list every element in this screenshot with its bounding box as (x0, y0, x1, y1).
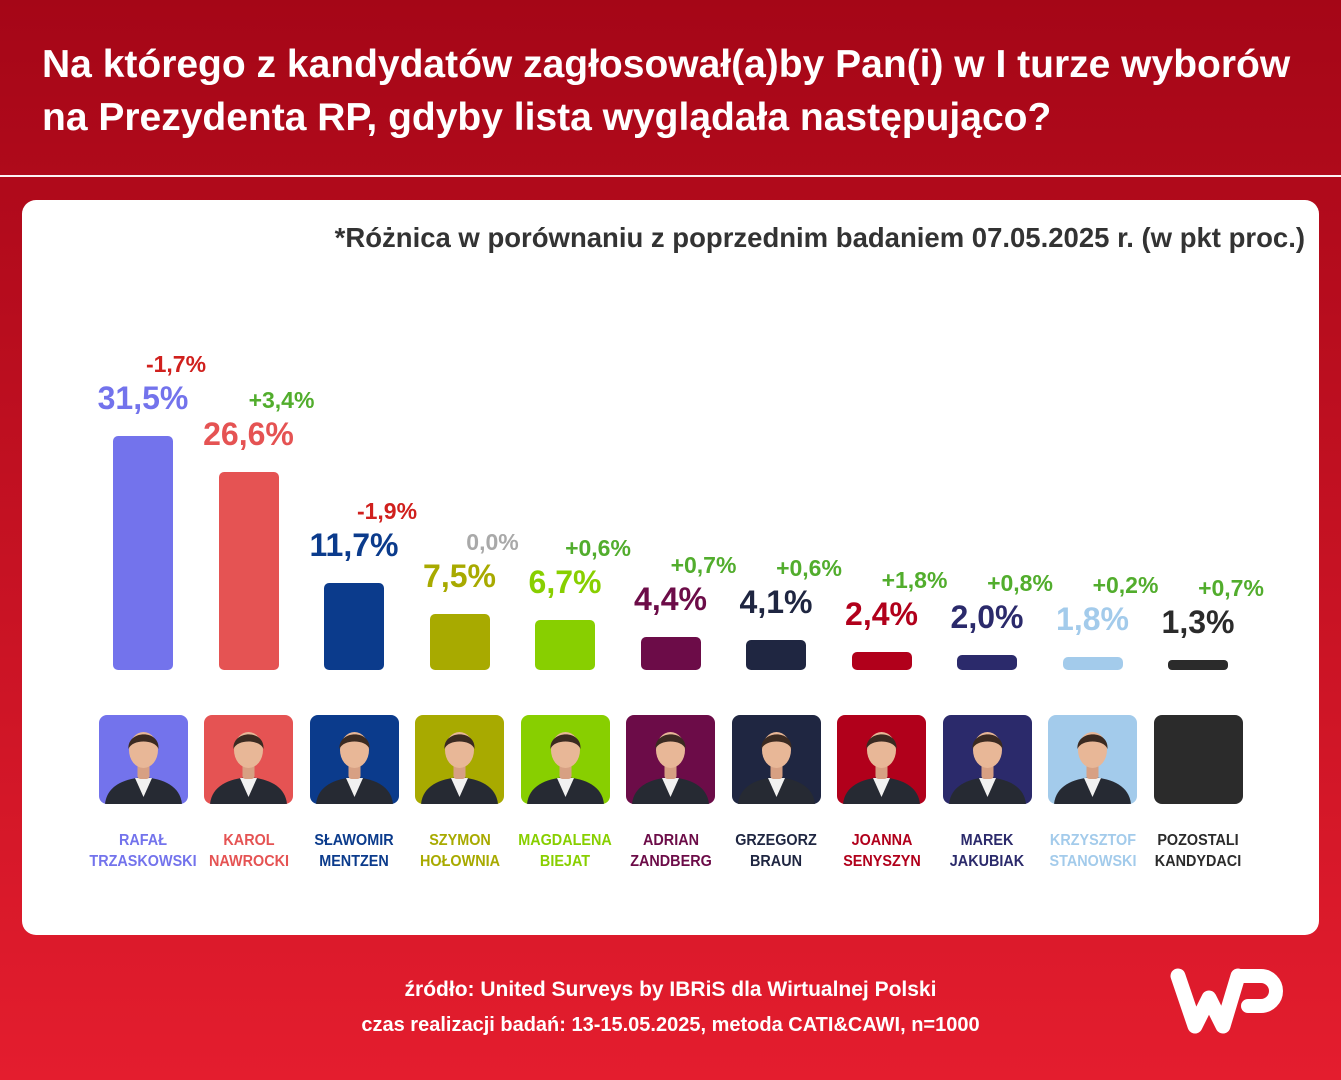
chart-title: Na którego z kandydatów zagłosował(a)by … (42, 43, 1291, 139)
bar-rafal-trzaskowski (113, 436, 173, 670)
candidate-name-magdalena-biejat: MAGDALENA BIEJAT (518, 832, 612, 870)
candidate-name-adrian-zandberg: ADRIAN ZANDBERG (629, 832, 712, 870)
value-label-joanna-senyszyn: 2,4% (845, 596, 918, 633)
value-label-grzegorz-braun: 4,1% (739, 583, 813, 620)
adrian-zandberg-photo (626, 715, 715, 804)
bar-magdalena-biejat (535, 620, 595, 670)
value-label-rafal-trzaskowski: 31,5% (97, 380, 189, 416)
slawomir-mentzen-photo (309, 715, 399, 804)
bar-adrian-zandberg (640, 637, 701, 670)
karol-nawrocki-photo (204, 715, 293, 804)
bar-karol-nawrocki (218, 472, 279, 670)
change-label-joanna-senyszyn: +1,8% (881, 567, 948, 594)
change-label-magdalena-biejat: +0,6% (565, 535, 631, 562)
value-label-marek-jakubiak: 2,0% (950, 599, 1024, 636)
joanna-senyszyn-photo (837, 715, 926, 804)
candidate-name-karol-nawrocki: KAROL NAWROCKI (208, 832, 289, 870)
bar-marek-jakubiak (957, 655, 1017, 670)
value-label-magdalena-biejat: 6,7% (528, 564, 602, 601)
header-divider (0, 175, 1341, 177)
grzegorz-braun-photo (731, 715, 821, 804)
candidate-name-pozostali-kandydaci: POZOSTALI KANDYDACI (1154, 832, 1242, 870)
marek-jakubiak-photo (942, 715, 1032, 804)
rafal-trzaskowski-photo (98, 715, 188, 804)
blank-tile (1153, 715, 1243, 804)
comparison-note: *Różnica w porównaniu z poprzednim badan… (334, 222, 1305, 253)
value-label-slawomir-mentzen: 11,7% (309, 527, 399, 564)
magdalena-biejat-photo (520, 715, 610, 804)
change-label-marek-jakubiak: +0,8% (987, 570, 1053, 597)
value-label-karol-nawrocki: 26,6% (203, 416, 294, 453)
fieldwork-details: czas realizacji badań: 13-15.05.2025, me… (361, 1014, 980, 1036)
bar-slawomir-mentzen (324, 583, 384, 670)
candidate-name-marek-jakubiak: MAREK JAKUBIAK (949, 832, 1025, 870)
bar-grzegorz-braun (746, 639, 806, 670)
candidate-name-joanna-senyszyn: JOANNA SENYSZYN (842, 832, 921, 870)
change-label-slawomir-mentzen: -1,9% (356, 498, 418, 525)
candidate-name-grzegorz-braun: GRZEGORZ BRAUN (735, 832, 817, 870)
source-credit: źródło: United Surveys by IBRiS dla Wirt… (404, 978, 937, 1001)
szymon-holownia-photo (415, 715, 504, 804)
value-label-krzysztof-stanowski: 1,8% (1056, 600, 1129, 637)
bar-joanna-senyszyn (851, 652, 912, 670)
candidate-name-szymon-holownia: SZYMON HOŁOWNIA (419, 832, 500, 870)
bar-szymon-holownia (429, 614, 490, 670)
value-label-pozostali-kandydaci: 1,3% (1161, 604, 1235, 641)
wp-logo (1168, 964, 1286, 1038)
candidate-name-rafal-trzaskowski: RAFAŁ TRZASKOWSKI (89, 832, 197, 870)
change-label-krzysztof-stanowski: +0,2% (1092, 571, 1159, 598)
bar-krzysztof-stanowski (1062, 656, 1123, 670)
change-label-adrian-zandberg: +0,7% (670, 552, 737, 579)
change-label-rafal-trzaskowski: -1,7% (145, 351, 207, 377)
change-label-karol-nawrocki: +3,4% (248, 387, 315, 414)
change-label-grzegorz-braun: +0,6% (776, 554, 842, 581)
bar-pozostali-kandydaci (1168, 660, 1228, 670)
value-label-adrian-zandberg: 4,4% (634, 581, 707, 618)
candidate-name-krzysztof-stanowski: KRZYSZTOF STANOWSKI (1049, 832, 1136, 870)
candidate-name-slawomir-mentzen: SŁAWOMIR MENTZEN (314, 832, 394, 870)
krzysztof-stanowski-photo (1048, 715, 1137, 804)
change-label-pozostali-kandydaci: +0,7% (1198, 575, 1264, 602)
change-label-szymon-holownia: 0,0% (466, 529, 519, 556)
value-label-szymon-holownia: 7,5% (423, 558, 496, 595)
